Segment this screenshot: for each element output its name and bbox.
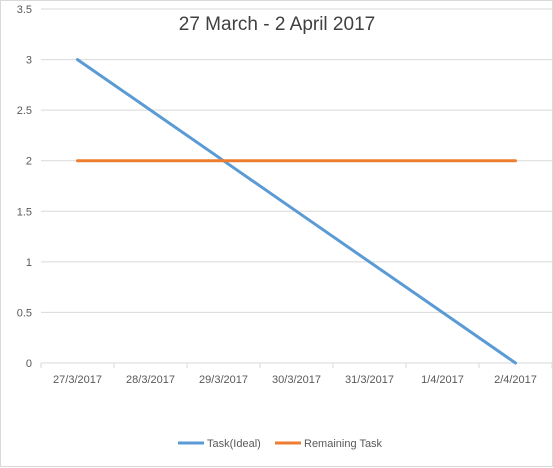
x-tick-label: 2/4/2017: [494, 374, 537, 386]
x-tick-label: 30/3/2017: [272, 374, 321, 386]
y-tick-label: 3: [26, 55, 32, 67]
y-tick-label: 0.5: [17, 307, 32, 319]
y-tick-label: 3.5: [17, 4, 32, 16]
x-tick-label: 29/3/2017: [199, 374, 248, 386]
x-tick-label: 27/3/2017: [53, 374, 102, 386]
series-line-task-ideal: [76, 58, 517, 365]
y-tick-label: 2.5: [17, 105, 32, 117]
y-tick-label: 1.5: [17, 206, 32, 218]
chart-title: 27 March - 2 April 2017: [179, 14, 375, 35]
y-tick-label: 2: [26, 156, 32, 168]
y-axis-ticks: 0 0.5 1 1.5 2 2.5 3 3.5: [17, 4, 32, 370]
y-tick-label: 0: [26, 358, 32, 370]
x-axis: [40, 362, 553, 368]
x-tick-label: 28/3/2017: [126, 374, 175, 386]
legend-label-task-ideal: Task(Ideal): [207, 438, 261, 450]
x-tick-label: 1/4/2017: [421, 374, 464, 386]
y-tick-label: 1: [26, 257, 32, 269]
series-lines: [76, 58, 517, 365]
legend-label-remaining-task: Remaining Task: [304, 438, 383, 450]
x-axis-ticks: 27/3/2017 28/3/2017 29/3/2017 30/3/2017 31/3…: [53, 374, 537, 386]
legend: Task(Ideal) Remaining Task: [178, 438, 383, 450]
x-tick-label: 31/3/2017: [345, 374, 394, 386]
